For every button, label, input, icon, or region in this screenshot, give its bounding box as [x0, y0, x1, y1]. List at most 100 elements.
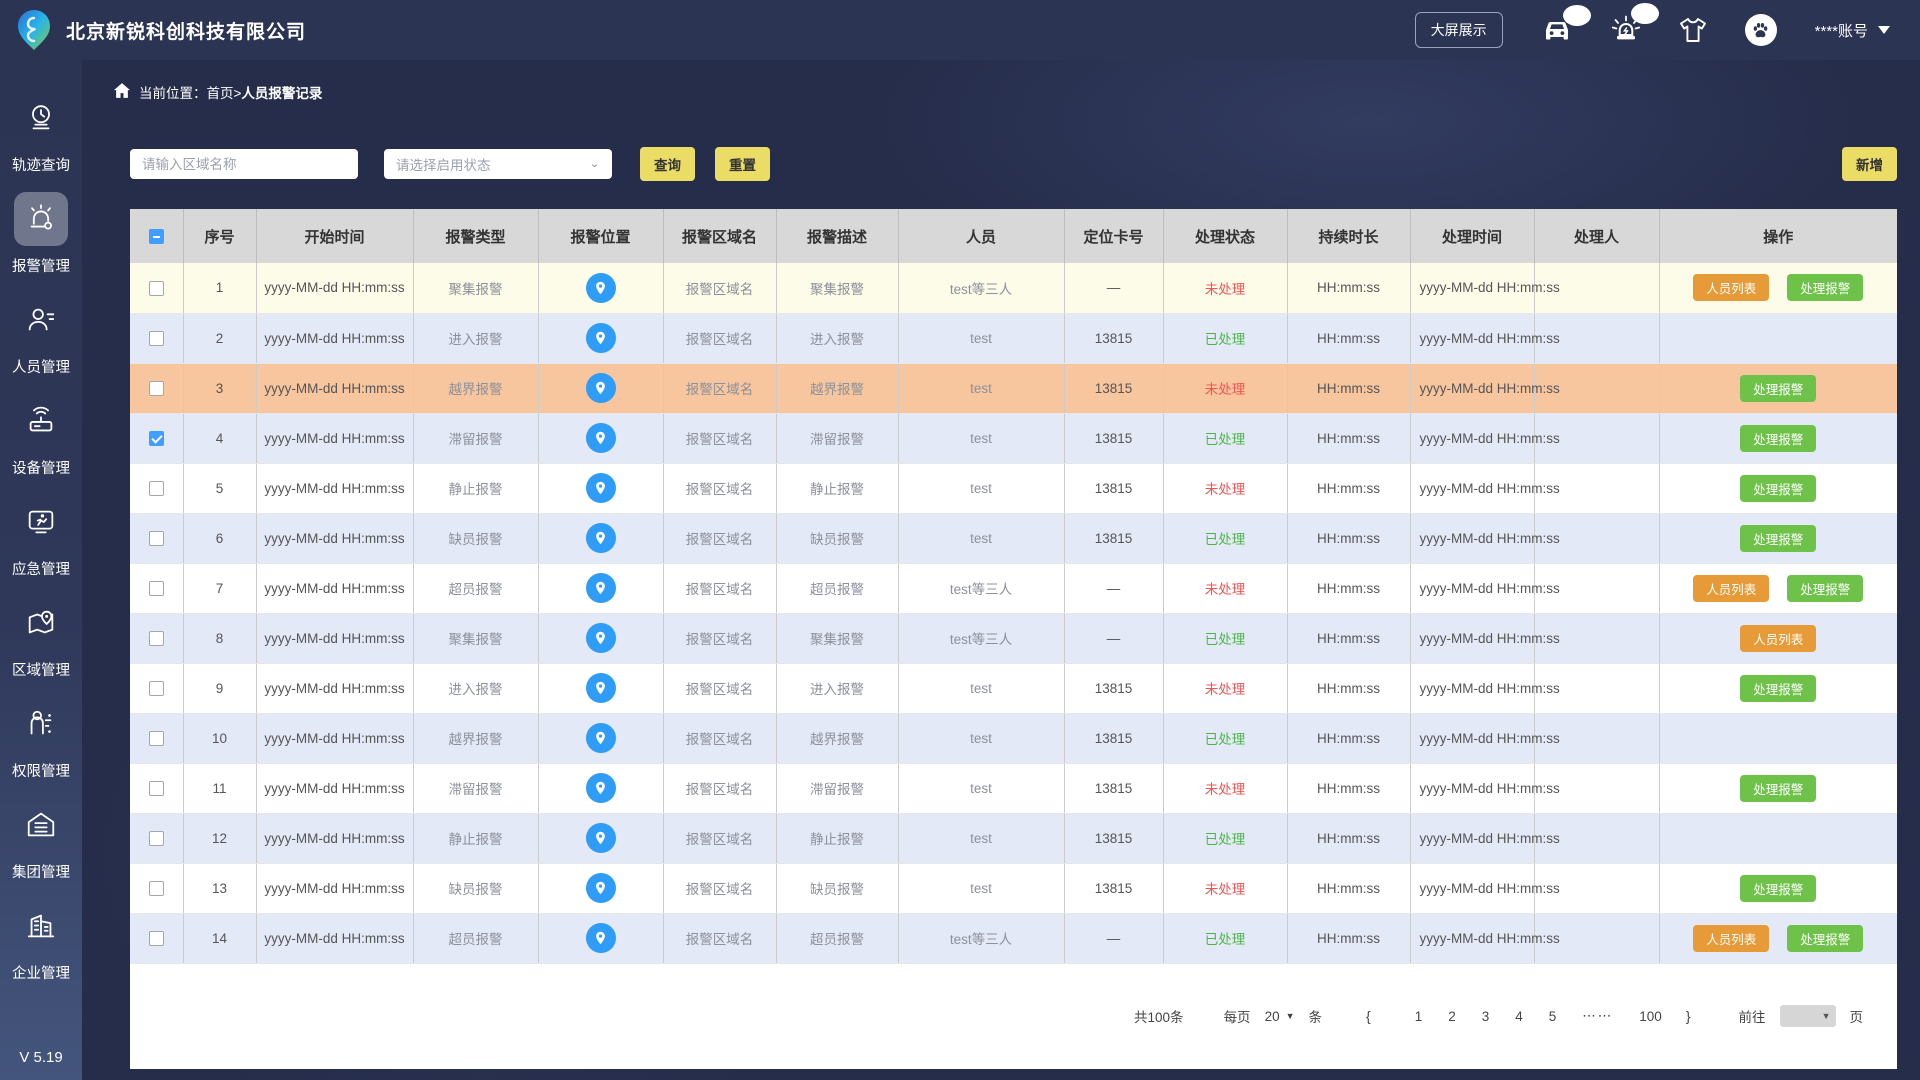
sidebar-item-personnel[interactable]: 人员管理 [0, 284, 82, 385]
handle-alarm-button[interactable]: 处理报警 [1740, 374, 1817, 402]
add-button[interactable]: 新增 [1842, 147, 1897, 181]
cell-alarm-area: 报警区域名 [663, 313, 777, 364]
area-name-input[interactable] [130, 149, 358, 179]
row-checkbox[interactable] [148, 730, 164, 746]
handle-alarm-button[interactable]: 处理报警 [1740, 674, 1817, 702]
cell-actions: 人员列表 [1659, 613, 1897, 664]
cell-handle-time: yyyy-MM-dd HH:mm:ss [1410, 313, 1560, 364]
handle-alarm-button[interactable]: 处理报警 [1740, 874, 1817, 902]
location-pin-button[interactable] [585, 573, 616, 603]
page-button[interactable]: 100 [1639, 1008, 1662, 1024]
location-pin-button[interactable] [585, 923, 616, 953]
person-list-button[interactable]: 人员列表 [1693, 274, 1770, 302]
siren-icon[interactable] [1611, 3, 1659, 45]
select-all-checkbox[interactable] [148, 229, 164, 245]
sidebar-item-trajectory[interactable]: 轨迹查询 [0, 82, 82, 183]
prev-page-button[interactable]: { [1366, 1008, 1371, 1025]
per-page-select[interactable]: 20 ▼ [1264, 1008, 1295, 1024]
location-pin-button[interactable] [585, 423, 616, 453]
person-list-button[interactable]: 人员列表 [1693, 574, 1770, 602]
page-button[interactable]: 5 [1548, 1008, 1557, 1024]
sidebar-item-group[interactable]: 集团管理 [0, 789, 82, 890]
cell-duration: HH:mm:ss [1287, 863, 1411, 914]
group-icon [14, 798, 68, 852]
home-icon [114, 83, 130, 101]
cell-status: 已处理 [1163, 313, 1288, 364]
location-pin-button[interactable] [585, 723, 616, 753]
handle-alarm-button[interactable]: 处理报警 [1740, 424, 1817, 452]
query-button[interactable]: 查询 [640, 147, 695, 181]
row-checkbox[interactable] [148, 930, 164, 946]
table-row: 5 yyyy-MM-dd HH:mm:ss 静止报警 报警区域名 静止报警 test 138… [130, 463, 1897, 514]
cell-person: test [898, 463, 1065, 514]
account-menu[interactable]: ****账号 [1815, 20, 1890, 41]
page-list: 1 2 3 4 5 ⋯⋯ 100 [1415, 1008, 1662, 1024]
handle-alarm-button[interactable]: 处理报警 [1740, 474, 1817, 502]
cell-handler [1534, 363, 1660, 414]
cell-card: 13815 [1064, 813, 1164, 864]
location-pin-button[interactable] [585, 373, 616, 403]
row-checkbox[interactable] [148, 530, 164, 546]
page-button[interactable]: 2 [1448, 1008, 1456, 1024]
location-pin-button[interactable] [585, 823, 616, 853]
location-pin-button[interactable] [585, 773, 616, 803]
cell-duration: HH:mm:ss [1287, 563, 1411, 614]
cell-index: 4 [183, 413, 257, 464]
location-pin-button[interactable] [585, 323, 616, 353]
sidebar-item-region[interactable]: 区域管理 [0, 587, 82, 688]
tshirt-icon[interactable] [1679, 17, 1707, 43]
location-pin-button[interactable] [585, 673, 616, 703]
row-checkbox[interactable] [148, 880, 164, 896]
cell-actions [1659, 713, 1897, 764]
cell-status: 已处理 [1163, 613, 1288, 664]
big-screen-button[interactable]: 大屏展示 [1414, 12, 1503, 48]
person-list-button[interactable]: 人员列表 [1740, 624, 1817, 652]
row-checkbox[interactable] [148, 280, 164, 296]
row-checkbox[interactable] [148, 380, 164, 396]
page-button[interactable]: 1 [1414, 1008, 1423, 1024]
row-checkbox[interactable] [148, 480, 164, 496]
table-row: 9 yyyy-MM-dd HH:mm:ss 进入报警 报警区域名 进入报警 test 138… [130, 663, 1897, 714]
handle-alarm-button[interactable]: 处理报警 [1787, 924, 1864, 952]
status-select[interactable]: 请选择启用状态 ⌄ [384, 149, 612, 179]
location-pin-button[interactable] [585, 523, 616, 553]
sidebar-item-permission[interactable]: 权限管理 [0, 688, 82, 789]
row-checkbox[interactable] [148, 580, 164, 596]
car-icon[interactable] [1541, 5, 1591, 43]
location-pin-button[interactable] [585, 873, 616, 903]
cell-alarm-desc: 缺员报警 [776, 513, 899, 564]
sidebar-item-alarm[interactable]: 报警管理 [0, 183, 82, 284]
cell-person: test [898, 863, 1065, 914]
location-pin-button[interactable] [585, 473, 616, 503]
location-pin-button[interactable] [585, 623, 616, 653]
cell-handle-time: yyyy-MM-dd HH:mm:ss [1410, 913, 1560, 964]
cell-status: 已处理 [1163, 513, 1288, 564]
permission-icon [14, 697, 68, 751]
person-list-button[interactable]: 人员列表 [1693, 924, 1770, 952]
handle-alarm-button[interactable]: 处理报警 [1740, 774, 1817, 802]
reset-button[interactable]: 重置 [715, 147, 770, 181]
row-checkbox[interactable] [148, 780, 164, 796]
next-page-button[interactable]: } [1685, 1008, 1691, 1025]
row-checkbox[interactable] [148, 630, 164, 646]
sidebar-item-emergency[interactable]: 应急管理 [0, 486, 82, 587]
page-button[interactable]: 4 [1515, 1008, 1523, 1024]
col-header-start-time: 开始时间 [256, 209, 414, 263]
row-checkbox[interactable] [148, 680, 164, 696]
row-checkbox[interactable] [148, 330, 164, 346]
per-page-prefix: 每页 [1223, 1010, 1251, 1026]
paw-avatar[interactable] [1744, 14, 1777, 46]
sidebar-item-device[interactable]: 设备管理 [0, 385, 82, 486]
row-checkbox[interactable] [148, 830, 164, 846]
cell-handle-time: yyyy-MM-dd HH:mm:ss [1410, 363, 1560, 414]
handle-alarm-button[interactable]: 处理报警 [1787, 274, 1864, 302]
handle-alarm-button[interactable]: 处理报警 [1787, 574, 1864, 602]
location-pin-button[interactable] [585, 272, 616, 303]
row-checkbox[interactable] [148, 430, 164, 446]
siren-badge [1630, 3, 1659, 24]
page-button[interactable]: 3 [1481, 1008, 1490, 1024]
goto-page-select[interactable]: ▼ [1779, 1005, 1836, 1028]
sidebar-item-enterprise[interactable]: 企业管理 [0, 890, 82, 991]
cell-actions: 人员列表 处理报警 [1659, 263, 1897, 314]
handle-alarm-button[interactable]: 处理报警 [1740, 524, 1817, 552]
